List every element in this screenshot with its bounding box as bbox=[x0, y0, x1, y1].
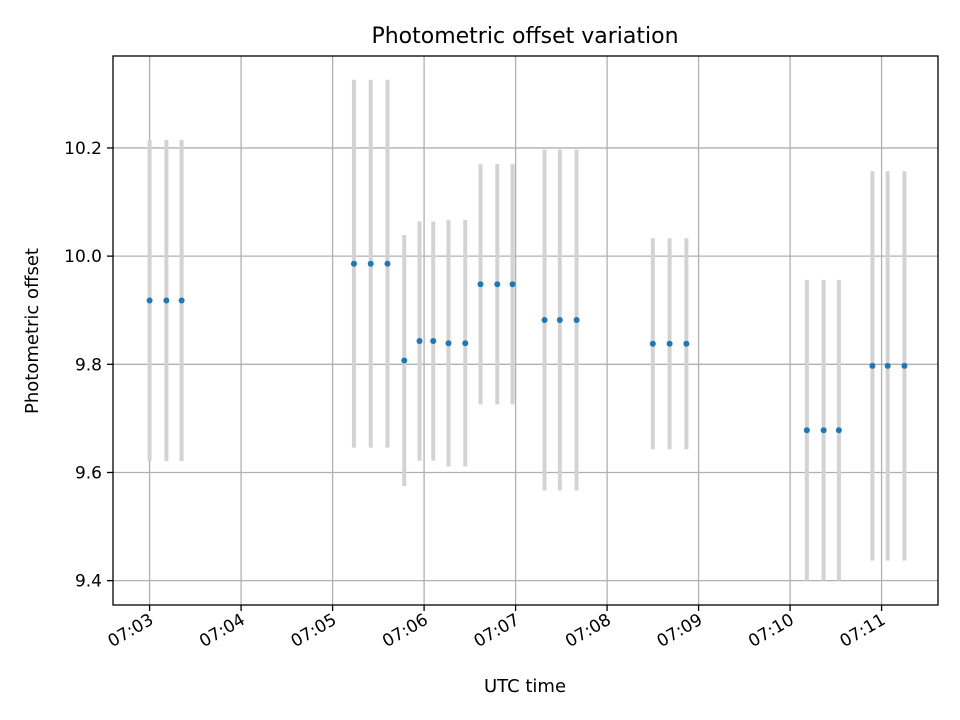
data-point bbox=[494, 281, 501, 288]
data-point bbox=[803, 427, 810, 434]
data-point bbox=[146, 297, 153, 304]
y-tick-label: 10.0 bbox=[64, 247, 102, 267]
plot-frame bbox=[112, 55, 939, 606]
data-point bbox=[462, 340, 469, 347]
data-point bbox=[666, 340, 673, 347]
data-point bbox=[477, 281, 484, 288]
y-axis-ticks: 9.4 9.6 9.8 10.0 10.2 bbox=[64, 139, 113, 592]
data-point bbox=[350, 260, 357, 267]
data-point bbox=[901, 362, 908, 369]
data-point bbox=[869, 362, 876, 369]
data-point bbox=[556, 316, 563, 323]
x-axis-label: UTC time bbox=[484, 676, 566, 697]
data-point bbox=[401, 357, 408, 364]
y-axis-label: Photometric offset bbox=[22, 248, 43, 414]
data-point bbox=[541, 316, 548, 323]
y-tick-label: 10.2 bbox=[64, 139, 102, 159]
chart-title: Photometric offset variation bbox=[371, 24, 678, 49]
y-tick-label: 9.4 bbox=[75, 572, 102, 592]
data-point bbox=[683, 340, 690, 347]
data-point bbox=[820, 427, 827, 434]
data-point bbox=[163, 297, 170, 304]
data-point bbox=[835, 427, 842, 434]
data-point bbox=[649, 340, 656, 347]
data-point bbox=[416, 338, 423, 345]
data-point bbox=[445, 340, 452, 347]
data-point bbox=[367, 260, 374, 267]
data-points bbox=[146, 260, 908, 434]
data-point bbox=[178, 297, 185, 304]
data-point bbox=[430, 338, 437, 345]
data-point bbox=[573, 316, 580, 323]
data-point bbox=[509, 281, 516, 288]
y-tick-label: 9.8 bbox=[75, 355, 102, 375]
data-point bbox=[384, 260, 391, 267]
y-tick-label: 9.6 bbox=[75, 463, 102, 483]
grid-lines bbox=[113, 56, 938, 605]
data-point bbox=[884, 362, 891, 369]
